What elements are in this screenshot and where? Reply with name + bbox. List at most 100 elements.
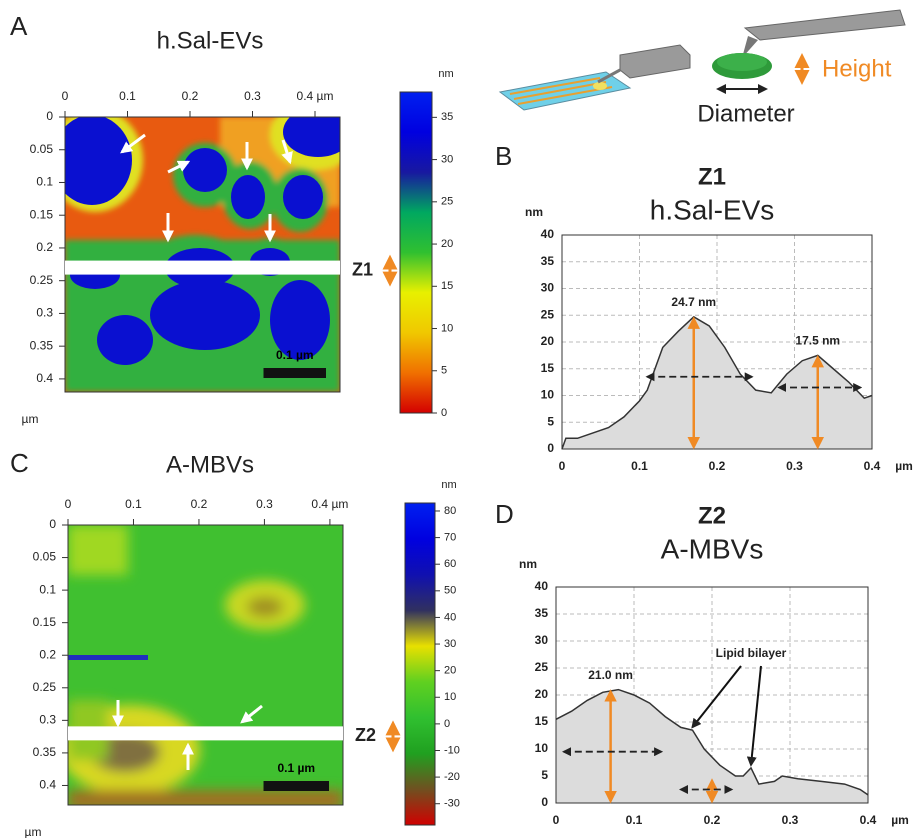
x-tick-label: 0.1 (119, 89, 136, 103)
colorbar (405, 503, 435, 825)
height-label: Height (822, 55, 892, 82)
colorbar-tick-label: 25 (441, 196, 453, 208)
colorbar-unit: nm (438, 68, 453, 80)
profile-line (65, 261, 340, 275)
x-tick-label: 0 (553, 813, 560, 827)
y-tick-label: 0.1 (39, 582, 56, 596)
y-tick-label: 0.3 (36, 306, 53, 320)
y-axis-label: nm (525, 205, 543, 219)
x-tick-label: 0.1 (626, 813, 643, 827)
y-tick-label: 0 (541, 795, 548, 809)
x-tick-label: 0.2 (704, 813, 721, 827)
profile-label: Z2 (355, 725, 376, 745)
colorbar-tick-label: 10 (444, 691, 456, 703)
y-tick-label: 30 (541, 281, 555, 295)
x-axis-label: µm (891, 813, 909, 827)
x-tick-label: 0.1 (125, 497, 142, 511)
x-tick-label: 0 (65, 497, 72, 511)
y-tick-label: 10 (535, 741, 549, 755)
annotation: 21.0 nm (588, 668, 633, 682)
x-tick-label: 0.1 (631, 459, 648, 473)
profile-line (68, 726, 343, 740)
y-tick-label: 0.4 (39, 778, 56, 792)
chart-title: Z1 (698, 163, 726, 190)
y-tick-label: 5 (547, 414, 554, 428)
diameter-label: Diameter (697, 100, 794, 127)
y-tick-label: 0.05 (30, 142, 54, 156)
x-tick-label: 0.4 (860, 813, 877, 827)
panel-letter: C (10, 448, 29, 478)
figure: Height Diameter Ah.Sal-EVs 0 0.1 0.2 0.3 0.4 … (0, 0, 918, 838)
y-tick-label: 0.2 (39, 647, 56, 661)
colorbar-tick-label: -10 (444, 744, 460, 756)
y-tick-label: 0.25 (33, 680, 57, 694)
x-tick-label: 0.3 (782, 813, 799, 827)
x-tick-label: 0.3 (256, 497, 273, 511)
y-tick-label: 15 (535, 714, 549, 728)
chart-subtitle: h.Sal-EVs (650, 194, 775, 225)
panel-letter: A (10, 11, 28, 41)
colorbar-tick-label: 0 (444, 718, 450, 730)
annotation-pointer (751, 666, 761, 765)
x-tick-label: 0 (559, 459, 566, 473)
x-tick-label: 0.4 µm (297, 89, 334, 103)
y-tick-label: 0.2 (36, 240, 53, 254)
schematic: Height Diameter (500, 10, 905, 127)
y-tick-label: 0.15 (33, 615, 57, 629)
colorbar-tick-label: 20 (441, 238, 453, 250)
y-tick-label: 20 (541, 334, 555, 348)
colorbar-tick-label: 50 (444, 585, 456, 597)
y-tick-label: 40 (541, 227, 555, 241)
y-tick-label: 30 (535, 633, 549, 647)
annotation: Lipid bilayer (716, 646, 787, 660)
y-tick-label: 35 (541, 254, 555, 268)
annotation: 24.7 nm (671, 295, 716, 309)
y-tick-label: 0 (49, 517, 56, 531)
colorbar-tick-label: -20 (444, 771, 460, 783)
scale-bar-label: 0.1 µm (277, 761, 315, 775)
y-tick-label: 0.3 (39, 713, 56, 727)
x-tick-label: 0.2 (709, 459, 726, 473)
colorbar-tick-label: 0 (441, 407, 447, 419)
chart-title: h.Sal-EVs (157, 27, 264, 54)
annotation-pointer (693, 666, 742, 727)
colorbar-tick-label: 20 (444, 665, 456, 677)
y-tick-label: 0.35 (33, 745, 57, 759)
chart-title: Z2 (698, 502, 726, 529)
y-tick-label: 35 (535, 606, 549, 620)
colorbar-tick-label: -30 (444, 798, 460, 810)
y-tick-label: 5 (541, 768, 548, 782)
y-tick-label: 0.15 (30, 207, 54, 221)
y-tick-label: 20 (535, 687, 549, 701)
scale-bar (264, 781, 329, 791)
y-tick-label: 0.1 (36, 175, 53, 189)
panel-letter: B (495, 141, 512, 171)
x-tick-label: 0.3 (244, 89, 261, 103)
colorbar-tick-label: 30 (441, 153, 453, 165)
annotation: 17.5 nm (795, 334, 840, 348)
colorbar (400, 92, 432, 413)
y-tick-label: 0.35 (30, 338, 54, 352)
y-tick-label: 15 (541, 361, 555, 375)
scale-bar (264, 368, 327, 378)
colorbar-tick-label: 10 (441, 322, 453, 334)
colorbar-tick-label: 40 (444, 611, 456, 623)
colorbar-tick-label: 30 (444, 638, 456, 650)
x-tick-label: 0.4 µm (311, 497, 348, 511)
y-tick-label: 0 (46, 109, 53, 123)
x-tick-label: 0 (62, 89, 69, 103)
y-tick-label: 0.4 (36, 371, 53, 385)
colorbar-tick-label: 35 (441, 111, 453, 123)
colorbar-unit: nm (441, 479, 456, 491)
y-tick-label: 0 (547, 441, 554, 455)
profile-label: Z1 (352, 259, 373, 279)
x-tick-label: 0.3 (786, 459, 803, 473)
colorbar-tick-label: 15 (441, 280, 453, 292)
x-tick-label: 0.4 (864, 459, 881, 473)
y-tick-label: 0.05 (33, 550, 57, 564)
y-tick-label: 25 (541, 307, 555, 321)
y-tick-label: 25 (535, 660, 549, 674)
x-tick-label: 0.2 (191, 497, 208, 511)
colorbar-tick-label: 80 (444, 505, 456, 517)
y-tick-label: 40 (535, 579, 549, 593)
